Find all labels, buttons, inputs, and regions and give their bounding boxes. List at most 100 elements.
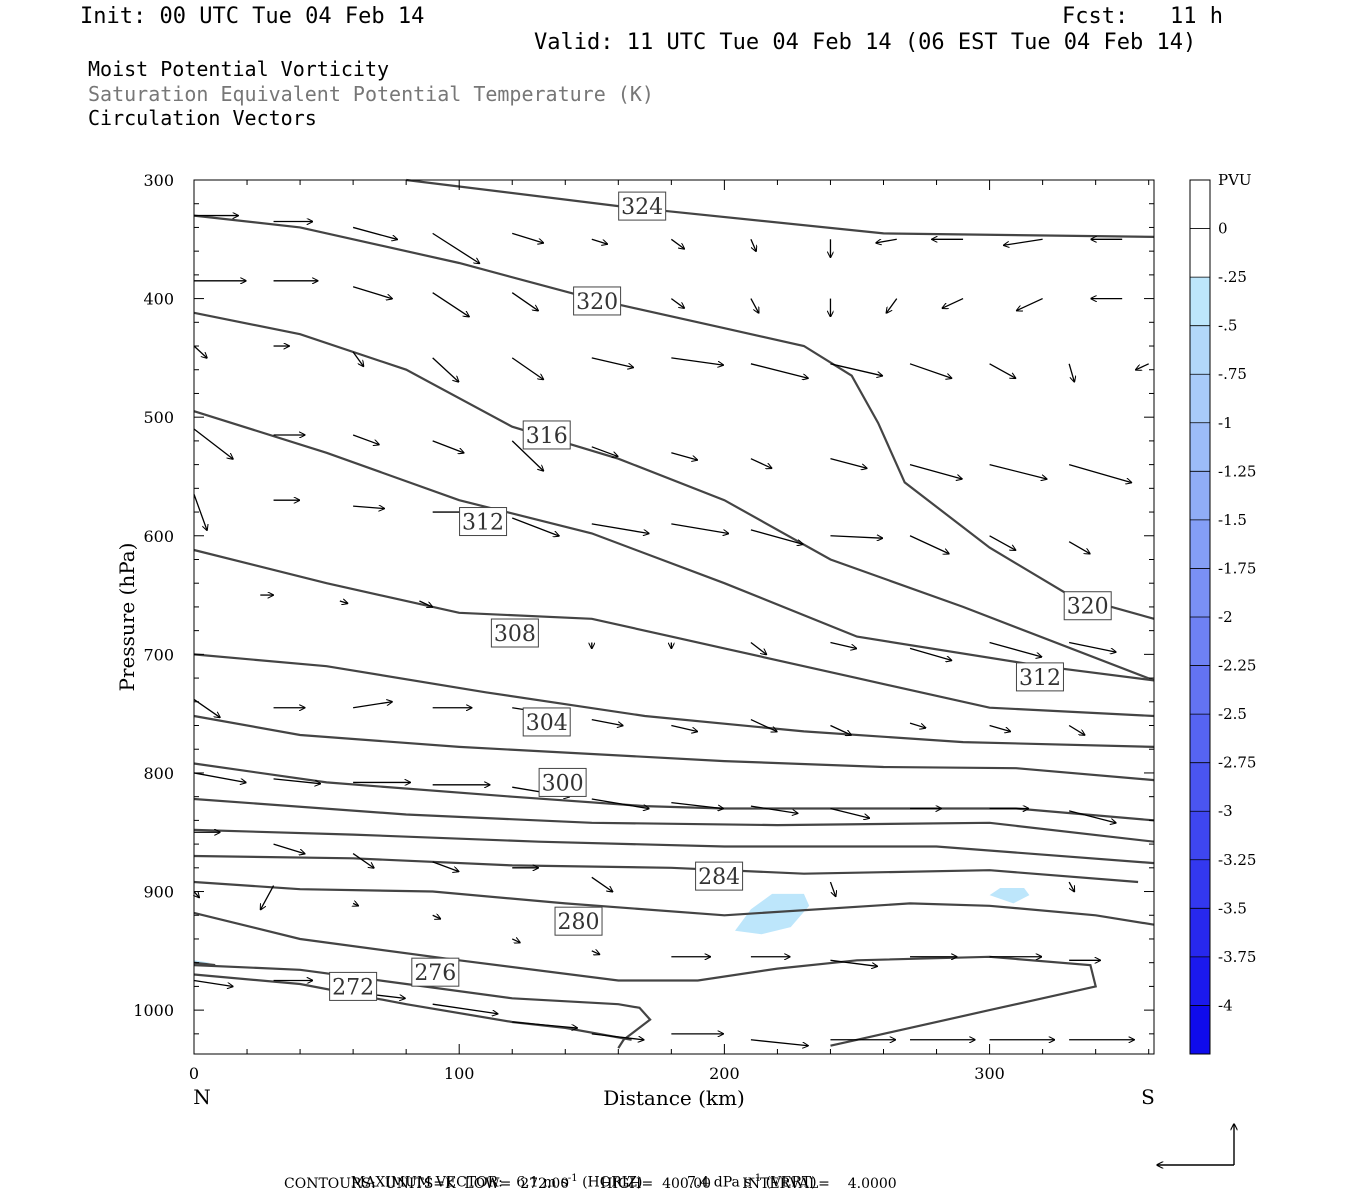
circulation-vector	[591, 718, 623, 726]
colorbar-level-label: -3.75	[1218, 948, 1256, 966]
circulation-vector	[670, 298, 684, 309]
field-title-circulation: Circulation Vectors	[88, 106, 317, 130]
init-time: Init: 00 UTC Tue 04 Feb 14	[80, 4, 425, 29]
circulation-vector	[432, 440, 464, 453]
contour-label-316: 316	[526, 424, 568, 449]
circulation-vector	[750, 718, 777, 732]
circulation-vector	[353, 506, 384, 508]
circulation-vector	[591, 1033, 644, 1040]
theta-contour-296	[193, 797, 1155, 843]
theta-contour-304	[193, 714, 1155, 782]
circulation-vector	[432, 232, 480, 263]
colorbar-level-label: -2.25	[1218, 657, 1256, 675]
colorbar-level-label: -1.5	[1218, 511, 1247, 529]
contour-label-300: 300	[542, 771, 584, 796]
circulation-vector	[339, 601, 348, 603]
circulation-vector	[352, 226, 397, 239]
circulation-vector	[352, 434, 379, 445]
colorbar-level-label: -3.25	[1218, 851, 1256, 869]
horiz-unit: (HORIZ)	[582, 1174, 643, 1191]
colorbar-swatch	[1190, 617, 1210, 666]
circulation-vector	[1068, 541, 1090, 554]
contour-label-312: 312	[462, 511, 504, 536]
theta-contour-288	[193, 854, 1139, 884]
circulation-vector	[830, 363, 882, 376]
circulation-vector	[1068, 463, 1131, 483]
circulation-vector	[591, 446, 618, 457]
circulation-vector	[830, 641, 856, 648]
plot-frame	[193, 179, 1155, 1055]
colorbar: 0 -.25 -.5 -.75 -1 -1.25 -1.5 -1.75 -2 -2.25 -2.5 -…	[1189, 179, 1256, 1055]
colorbar-swatch	[1190, 422, 1210, 472]
circulation-vector	[670, 238, 684, 249]
circulation-vector	[512, 232, 543, 243]
theta-contour-308	[193, 653, 1155, 748]
colorbar-swatch	[1190, 714, 1210, 763]
circulation-vector	[830, 536, 882, 538]
colorbar-level-label: -2.5	[1218, 705, 1247, 723]
theta-contour-layer	[193, 178, 1155, 1049]
axis-layer: 0 100 200 300 300 400 500 600 700 800 900 1000	[133, 171, 1154, 1083]
circulation-vector	[591, 238, 608, 244]
colorbar-swatch	[1190, 471, 1210, 520]
circulation-vector	[830, 959, 877, 966]
circulation-vector	[432, 915, 441, 919]
colorbar-swatch	[1190, 277, 1210, 326]
pv-region	[989, 888, 1030, 904]
vert-unit: (VERT)	[765, 1174, 817, 1191]
x-tick-label: 200	[709, 1064, 740, 1083]
contour-label-280: 280	[558, 910, 600, 935]
colorbar-level-label: -1.25	[1218, 462, 1256, 480]
circulation-vector	[511, 517, 559, 536]
colorbar-level-label: -3	[1218, 802, 1233, 820]
circulation-vector	[750, 298, 759, 313]
contour-label-box	[459, 507, 508, 537]
field-title-theta-es: Saturation Equivalent Potential Temperat…	[88, 82, 654, 106]
circulation-vector	[432, 1003, 498, 1014]
circulation-vector	[750, 239, 756, 251]
circulation-vector	[1068, 810, 1116, 823]
colorbar-swatch	[1190, 228, 1210, 278]
colorbar-level-label: -2.75	[1218, 754, 1256, 772]
circulation-vector	[989, 463, 1047, 479]
y-tick-label: 500	[143, 408, 174, 427]
circulation-vector	[909, 722, 926, 728]
circulation-vector	[909, 463, 962, 479]
circulation-vector	[1004, 238, 1043, 245]
contour-label-276: 276	[414, 961, 456, 986]
y-tick-label: 900	[143, 883, 174, 902]
colorbar-level-label: -2	[1218, 608, 1233, 626]
theta-contour-316	[193, 311, 1155, 682]
theta-contour-284	[193, 880, 1155, 926]
circulation-vector	[750, 1039, 808, 1046]
circulation-vector	[909, 535, 949, 554]
circulation-vector	[511, 357, 543, 380]
colorbar-swatch	[1190, 859, 1210, 909]
colorbar-swatch	[1190, 1005, 1210, 1054]
circulation-vector	[671, 724, 697, 732]
circulation-vector	[512, 1021, 577, 1028]
circulation-vector	[750, 363, 808, 378]
circulation-vector	[193, 979, 233, 986]
circulation-vector	[989, 535, 1016, 550]
y-tick-label: 1000	[133, 1001, 174, 1020]
circulation-vector	[432, 357, 459, 382]
contour-label-box	[411, 957, 460, 987]
colorbar-swatch	[1190, 180, 1210, 229]
contour-label-layer: 324 320 320 316 312 312 308 304 300 284 280 276 272	[329, 191, 1112, 1001]
colorbar-level-label: -4	[1218, 996, 1233, 1014]
contour-label-320: 320	[576, 290, 618, 315]
colorbar-swatch	[1190, 956, 1210, 1006]
pv-region	[735, 893, 810, 935]
y-tick-label: 700	[143, 645, 174, 664]
circulation-vector	[591, 876, 613, 891]
contour-label-box	[1063, 591, 1112, 621]
circulation-vector	[353, 702, 392, 709]
max-vector-label: MAXIMUM VECTOR:	[350, 1174, 503, 1191]
x-tick-label: 0	[189, 1064, 199, 1083]
colorbar-level-label: -.5	[1218, 317, 1237, 335]
vert-exp: -1	[751, 1173, 762, 1184]
field-title-mpv: Moist Potential Vorticity	[88, 57, 390, 81]
colorbar-swatch	[1190, 908, 1210, 957]
